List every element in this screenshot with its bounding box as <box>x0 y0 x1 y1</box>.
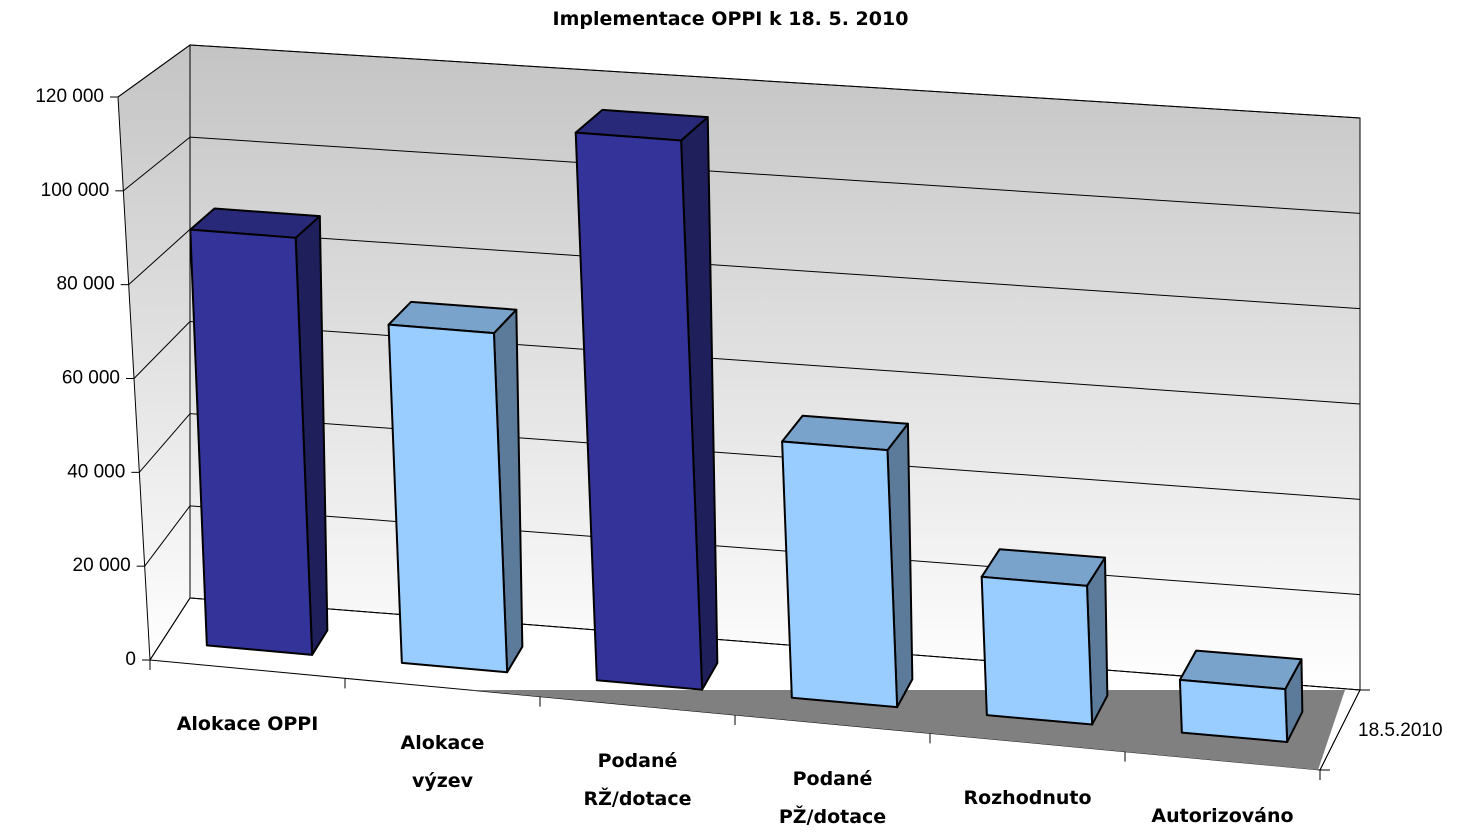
grid-line <box>189 44 1361 119</box>
bar <box>1178 678 1289 743</box>
grid-line <box>189 597 1361 691</box>
y-tick-label: 40 000 <box>67 461 125 482</box>
grid-line <box>189 413 1361 500</box>
grid-line <box>138 413 191 473</box>
bar <box>189 228 314 656</box>
y-tick-label: 20 000 <box>73 555 131 576</box>
y-tick-label: 100 000 <box>41 180 110 201</box>
grid-line <box>123 136 191 192</box>
x-tick-label: Alokace OPPI <box>176 713 319 736</box>
grid-line <box>189 136 1361 214</box>
grid-line <box>149 597 191 661</box>
grid-line <box>128 228 191 286</box>
x-tick-label: Podané RŽ/dotace <box>583 749 692 810</box>
bar <box>387 323 509 674</box>
grid: 0 20 000 40 000 60 000 80 000 100 000 120 000 <box>35 44 1370 780</box>
grid-line <box>189 321 1361 405</box>
y-tick-label: 120 000 <box>35 86 104 107</box>
depth-axis <box>1319 689 1361 771</box>
grid-line <box>189 228 1361 310</box>
grid-line <box>117 44 191 98</box>
bar <box>980 575 1094 726</box>
bar <box>781 440 899 709</box>
x-tick-label: Alokace výzev <box>400 731 485 792</box>
y-tick-label: 80 000 <box>57 274 115 295</box>
grid-line <box>189 505 1361 596</box>
series-label: 18.5.2010 <box>1358 720 1443 741</box>
x-tick-label: Rozhodnuto <box>963 786 1092 809</box>
bar <box>574 131 704 691</box>
grid-line <box>133 321 191 379</box>
x-tick-label: Podané PŽ/dotace <box>778 768 887 829</box>
y-tick-label: 60 000 <box>62 368 120 389</box>
back-wall <box>189 44 1361 691</box>
chart-title: Implementace OPPI k 18. 5. 2010 <box>552 8 909 30</box>
bars <box>189 108 1304 743</box>
x-tick-label: Autorizováno <box>1151 804 1294 827</box>
floor-shadow <box>470 690 1345 770</box>
grid-line <box>144 505 191 567</box>
y-tick-label: 0 <box>125 649 136 670</box>
